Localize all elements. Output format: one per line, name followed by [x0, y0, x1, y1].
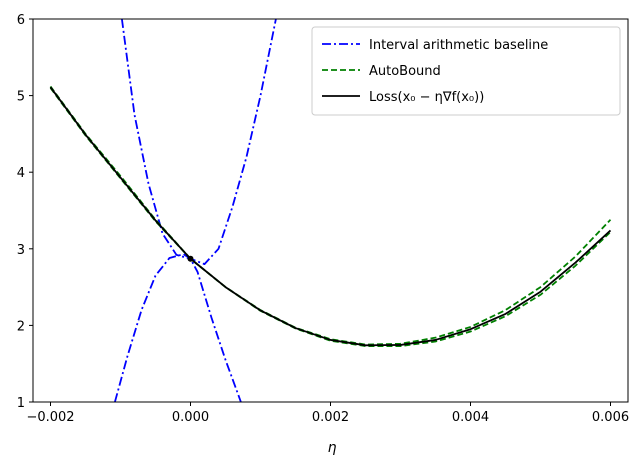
- series-line-2: [49, 85, 612, 346]
- data-point-0: [187, 255, 194, 262]
- x-axis-label: η: [328, 440, 337, 456]
- series-line-3: [49, 87, 612, 347]
- legend-entry-label: AutoBound: [369, 64, 441, 79]
- x-tick-label: −0.002: [26, 410, 74, 425]
- x-tick-label: 0.002: [312, 410, 349, 425]
- y-tick-label: 2: [17, 319, 25, 334]
- legend-entry-label: Interval arithmetic baseline: [369, 38, 548, 53]
- y-tick-label: 3: [17, 243, 25, 258]
- legend: Interval arithmetic baseline AutoBound Los…: [311, 26, 621, 116]
- x-tick-label: 0.000: [172, 410, 209, 425]
- x-tick-label: 0.004: [452, 410, 489, 425]
- y-tick-label: 1: [17, 396, 25, 411]
- series-line-0: [121, 19, 277, 266]
- series-line-1: [114, 253, 242, 402]
- y-axis-ticks: 1 2 3 4 5 6: [17, 13, 33, 411]
- legend-box: [311, 26, 621, 116]
- legend-entry-label: Loss(x₀ − η∇f(x₀)): [369, 90, 484, 105]
- x-axis-ticks: −0.002 0.000 0.002 0.004 0.006: [26, 402, 629, 425]
- series-line-4: [49, 86, 612, 347]
- y-tick-label: 6: [17, 13, 25, 28]
- x-tick-label: 0.006: [592, 410, 629, 425]
- y-tick-label: 4: [17, 166, 25, 181]
- plot-area: [49, 19, 612, 402]
- y-tick-label: 5: [17, 90, 25, 105]
